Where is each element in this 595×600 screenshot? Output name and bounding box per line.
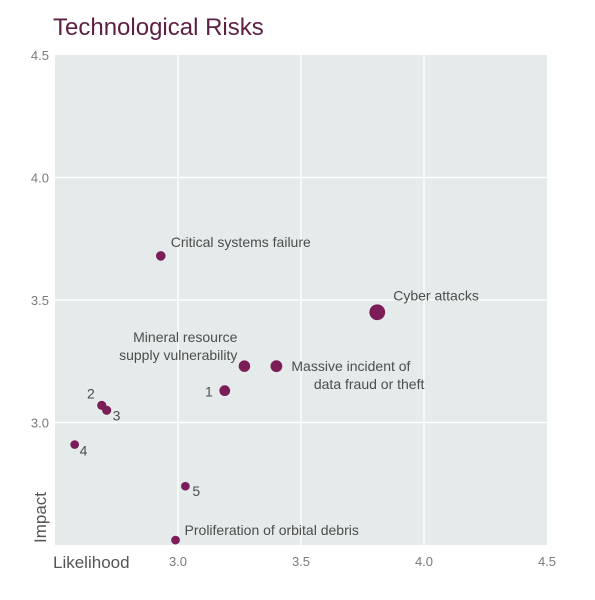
y-tick-label: 4.5 bbox=[31, 48, 49, 63]
data-point[interactable] bbox=[171, 535, 180, 545]
point-label: 1 bbox=[205, 384, 213, 400]
point-label: 5 bbox=[192, 483, 200, 499]
data-point[interactable] bbox=[238, 360, 251, 372]
x-tick-label: 3.0 bbox=[169, 554, 187, 569]
tick-labels: 3.0 3.5 4.0 4.5 4.5 4.0 3.5 3.0 bbox=[31, 48, 556, 569]
y-tick-label: 4.0 bbox=[31, 171, 49, 186]
x-tick-label: 4.5 bbox=[538, 554, 556, 569]
point-label: 2 bbox=[87, 385, 95, 401]
data-point[interactable] bbox=[181, 481, 190, 491]
point-labels: Critical systems failure Cyber attacks Min… bbox=[80, 234, 479, 538]
chart-title: Technological Risks bbox=[53, 14, 264, 41]
y-axis-label: Impact bbox=[31, 492, 50, 543]
point-label: 3 bbox=[113, 407, 121, 423]
point-label: Critical systems failure bbox=[171, 234, 311, 250]
point-label: Cyber attacks bbox=[393, 287, 479, 303]
point-label: Massive incident of data fraud or theft bbox=[291, 358, 424, 392]
point-label: 4 bbox=[80, 443, 88, 459]
y-tick-label: 3.0 bbox=[31, 416, 49, 431]
data-point[interactable] bbox=[219, 385, 231, 397]
data-point[interactable] bbox=[270, 360, 283, 373]
y-tick-label: 3.5 bbox=[31, 293, 49, 308]
x-tick-label: 3.5 bbox=[292, 554, 310, 569]
data-point[interactable] bbox=[102, 405, 112, 415]
point-label: Proliferation of orbital debris bbox=[185, 522, 359, 538]
data-point[interactable] bbox=[70, 440, 80, 449]
point-label: Mineral resource supply vulnerability bbox=[119, 329, 238, 363]
x-tick-label: 4.0 bbox=[415, 554, 433, 569]
data-point[interactable] bbox=[369, 304, 386, 321]
data-points bbox=[70, 251, 386, 545]
grid-lines bbox=[55, 55, 547, 545]
x-axis-label: Likelihood bbox=[53, 553, 130, 572]
data-point[interactable] bbox=[155, 251, 166, 261]
